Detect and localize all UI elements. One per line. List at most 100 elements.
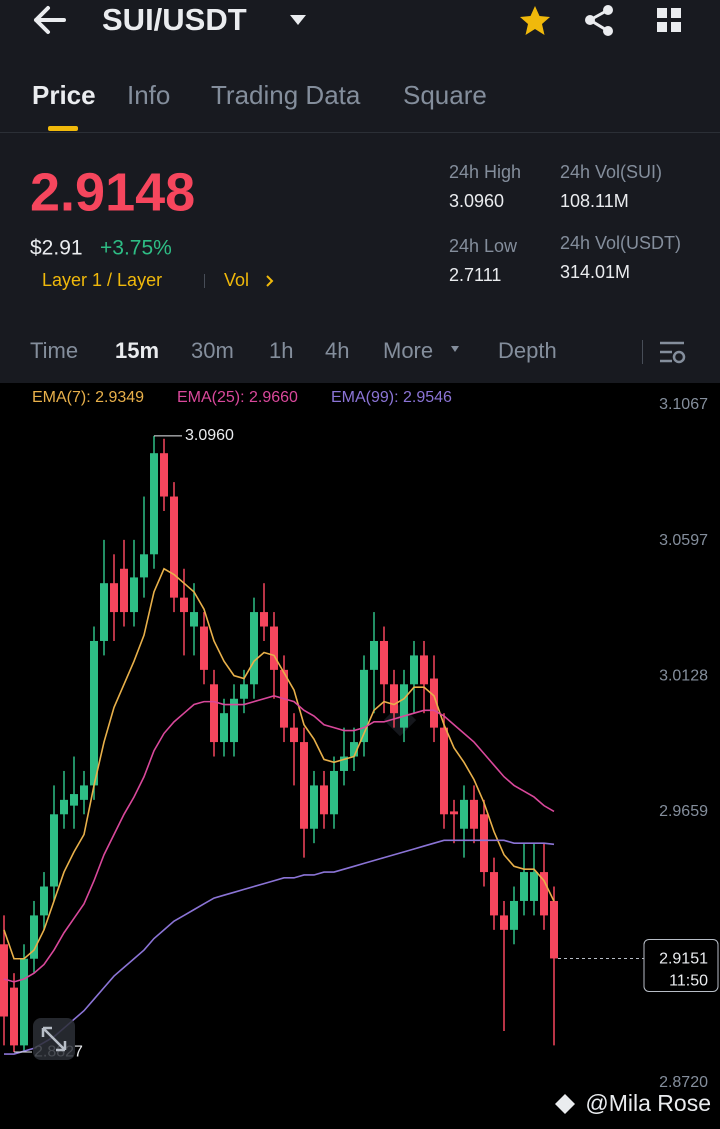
candle-body xyxy=(450,811,458,815)
last-price-label: 2.9151 xyxy=(659,951,708,968)
candle-body xyxy=(290,727,298,743)
candle-body xyxy=(170,496,178,598)
interval-option[interactable]: Time xyxy=(30,338,78,363)
share-icon[interactable] xyxy=(585,5,613,36)
candle-body xyxy=(210,684,218,743)
last-price-box xyxy=(643,938,719,992)
candle-body xyxy=(330,770,338,815)
sector-tag[interactable]: Layer 1 / Layer xyxy=(42,270,162,290)
candle-body xyxy=(420,655,428,685)
stat-label: 24h High xyxy=(449,162,521,182)
candle-body xyxy=(130,577,138,613)
header-bg xyxy=(0,0,720,383)
dropdown-icon[interactable] xyxy=(290,15,306,25)
candle-body xyxy=(0,944,8,1017)
candle-body xyxy=(540,872,548,916)
candle-body xyxy=(400,684,408,728)
candle-body xyxy=(510,900,518,930)
interval-option[interactable]: 4h xyxy=(325,338,349,363)
candle-body xyxy=(360,669,368,743)
candle-body xyxy=(490,872,498,916)
y-tick-label: 3.1067 xyxy=(659,396,708,413)
candle-body xyxy=(410,655,418,685)
interval-option[interactable]: 30m xyxy=(191,338,234,363)
candle-body xyxy=(500,915,508,930)
footer xyxy=(0,1100,720,1129)
stat-label: 24h Vol(SUI) xyxy=(560,162,662,182)
candle-body xyxy=(150,453,158,555)
stat-value: 314.01M xyxy=(560,262,630,282)
candle-body xyxy=(310,785,318,829)
candle-body xyxy=(350,742,358,757)
legend-entry: EMA(7): 2.9349 xyxy=(32,389,144,406)
candle-body xyxy=(470,799,478,829)
stat-value: 108.11M xyxy=(560,191,629,211)
candle-body xyxy=(40,886,48,916)
tab[interactable]: Price xyxy=(32,80,96,110)
tab[interactable]: Info xyxy=(127,80,170,110)
divider xyxy=(0,132,720,133)
candle-body xyxy=(250,612,258,685)
candle-body xyxy=(430,678,438,728)
candle-body xyxy=(530,872,538,901)
interval-option[interactable]: Depth xyxy=(498,338,557,363)
candle-body xyxy=(70,794,78,806)
candle-body xyxy=(300,742,308,829)
candle-body xyxy=(110,583,118,613)
interval-option[interactable]: More xyxy=(383,338,433,363)
candle-body xyxy=(160,453,168,497)
y-tick-label: 2.8720 xyxy=(659,1074,708,1091)
candle-body xyxy=(190,612,198,627)
tab[interactable]: Trading Data xyxy=(211,80,361,110)
legend-entry: EMA(99): 2.9546 xyxy=(331,389,452,406)
candle-body xyxy=(180,597,188,613)
price-change: +3.75% xyxy=(100,237,172,260)
grid-icon[interactable] xyxy=(657,8,681,32)
legend-entry: EMA(25): 2.9660 xyxy=(177,389,298,406)
candle-body xyxy=(390,684,398,714)
candle-body xyxy=(550,900,558,959)
ema-line xyxy=(3,695,555,983)
expand-icon xyxy=(41,1026,67,1052)
candle-body xyxy=(480,814,488,873)
interval-option[interactable]: 15m xyxy=(115,338,159,363)
watermark-icon xyxy=(555,1094,575,1114)
candle-body xyxy=(60,799,68,815)
candle-body xyxy=(230,698,238,743)
candle-body xyxy=(140,554,148,578)
candle-body xyxy=(120,568,128,613)
separator xyxy=(204,274,205,288)
candle-body xyxy=(80,785,88,800)
y-tick-label: 2.9659 xyxy=(659,803,708,820)
candle-body xyxy=(240,684,248,699)
candle-body xyxy=(90,640,98,786)
back-icon[interactable] xyxy=(34,6,66,34)
favorite-icon[interactable] xyxy=(520,6,550,35)
high-label: 3.0960 xyxy=(185,427,234,444)
vol-tag[interactable]: Vol xyxy=(224,270,249,290)
pair-title[interactable]: SUI/USDT xyxy=(102,2,247,37)
separator xyxy=(642,340,643,364)
tab[interactable]: Square xyxy=(403,80,487,110)
ema-line xyxy=(4,839,555,1055)
candle-body xyxy=(200,626,208,670)
candle-body xyxy=(270,626,278,670)
y-tick-label: 3.0128 xyxy=(659,667,708,684)
more-arrow xyxy=(451,346,459,352)
last-price: 2.9148 xyxy=(30,162,195,222)
usd-price: $2.91 xyxy=(30,237,83,260)
candle-body xyxy=(20,958,28,1046)
candle-body xyxy=(220,713,228,743)
candle-body xyxy=(440,727,448,815)
watermark-text: @Mila Rose xyxy=(585,1090,711,1116)
candle-body xyxy=(320,785,328,815)
settings-icon[interactable] xyxy=(660,341,686,364)
candle-body xyxy=(30,915,38,959)
y-tick-label: 3.0597 xyxy=(659,532,708,549)
interval-option[interactable]: 1h xyxy=(269,338,293,363)
stat-label: 24h Low xyxy=(449,236,518,256)
candle-body xyxy=(460,799,468,829)
stat-value: 3.0960 xyxy=(449,191,504,211)
candle-body xyxy=(340,756,348,771)
